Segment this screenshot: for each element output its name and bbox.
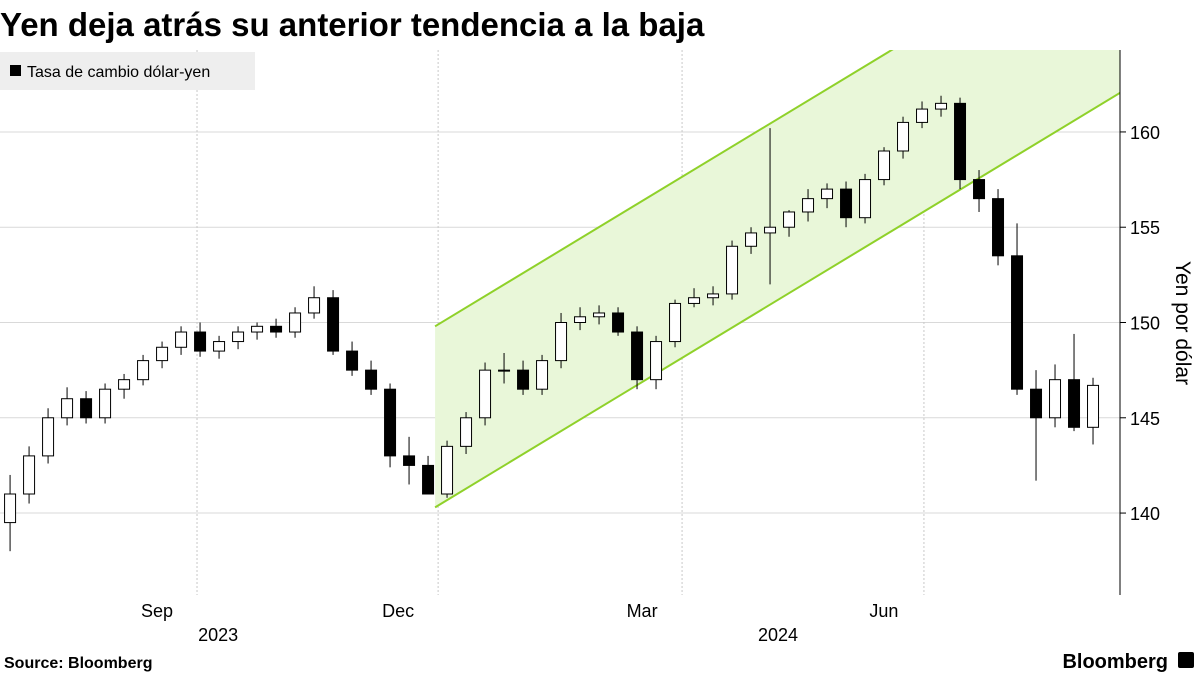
candle-body	[441, 445, 454, 495]
candle-body	[688, 297, 701, 304]
candle-body	[878, 150, 891, 181]
candle-body	[23, 455, 36, 495]
candle-body	[384, 388, 397, 457]
candle-body	[536, 360, 549, 390]
candle-body	[764, 226, 777, 234]
x-tick-label: Mar	[627, 601, 658, 621]
candle-body	[593, 312, 606, 318]
candle-body	[99, 388, 112, 419]
candle-body	[973, 179, 986, 200]
candle-body	[289, 312, 302, 333]
candle-body	[1011, 255, 1024, 390]
x-tick-label: Dec	[382, 601, 414, 621]
logo: Bloomberg	[1062, 651, 1168, 673]
candle-body	[897, 121, 910, 152]
candle-body	[460, 417, 473, 447]
candle-body	[707, 293, 720, 299]
candle-body	[308, 297, 321, 314]
candle-body	[194, 331, 207, 352]
candle-body	[422, 464, 435, 495]
channel-upper	[434, 50, 894, 328]
x-tick-label: Sep	[141, 601, 173, 621]
candle-body	[346, 350, 359, 371]
candle-body	[403, 455, 416, 466]
y-tick-label: 145	[1130, 409, 1160, 429]
candle-body	[80, 398, 93, 419]
y-tick-label: 155	[1130, 218, 1160, 238]
candle-body	[840, 188, 853, 219]
candle-body	[251, 325, 264, 333]
candle-body	[61, 398, 74, 419]
candle-body	[669, 302, 682, 343]
candle-body	[992, 198, 1005, 257]
candle-body	[650, 341, 663, 381]
candle-body	[118, 379, 131, 390]
candle-body	[1049, 379, 1062, 419]
candle-body	[631, 331, 644, 381]
candle-body	[726, 245, 739, 295]
candle-body	[745, 232, 758, 247]
candle-body	[916, 108, 929, 123]
candle-body	[954, 102, 967, 181]
candle-body	[517, 369, 530, 390]
x-year-label: 2024	[758, 625, 798, 645]
candle-body	[555, 322, 568, 362]
candle-body	[327, 297, 340, 352]
candle-body	[156, 346, 169, 362]
channel-area	[435, 50, 1120, 508]
candle-body	[175, 331, 188, 348]
candle-body	[821, 188, 834, 200]
y-axis-label: Yen por dólar	[1171, 261, 1194, 385]
legend-label: Tasa de cambio dólar-yen	[27, 64, 210, 81]
logo-icon	[1178, 652, 1194, 668]
x-year-label: 2023	[198, 625, 238, 645]
candle-body	[42, 417, 55, 457]
legend-swatch	[10, 65, 21, 76]
candle-body	[802, 198, 815, 213]
candle-body	[213, 341, 226, 352]
candle-body	[479, 369, 492, 419]
candle-body	[232, 331, 245, 343]
channel-lower	[434, 92, 1120, 509]
source: Source: Bloomberg	[4, 655, 152, 672]
candle-body	[1087, 384, 1100, 428]
candle-body	[4, 493, 17, 524]
x-tick-label: Jun	[869, 601, 898, 621]
candle-body	[1068, 379, 1081, 428]
y-tick-label: 140	[1130, 504, 1160, 524]
candle-body	[783, 211, 796, 228]
candle-body	[935, 102, 948, 110]
candle-body	[137, 360, 150, 381]
chart-title: Yen deja atrás su anterior tendencia a l…	[0, 6, 705, 43]
y-tick-label: 150	[1130, 314, 1160, 334]
candle-body	[365, 369, 378, 390]
candle-body	[498, 369, 511, 372]
candle-body	[1030, 388, 1043, 419]
legend-box	[0, 52, 255, 90]
y-tick-label: 160	[1130, 123, 1160, 143]
candle-body	[859, 179, 872, 219]
candle-body	[574, 316, 587, 323]
candle-body	[270, 325, 283, 333]
candle-body	[612, 312, 625, 333]
